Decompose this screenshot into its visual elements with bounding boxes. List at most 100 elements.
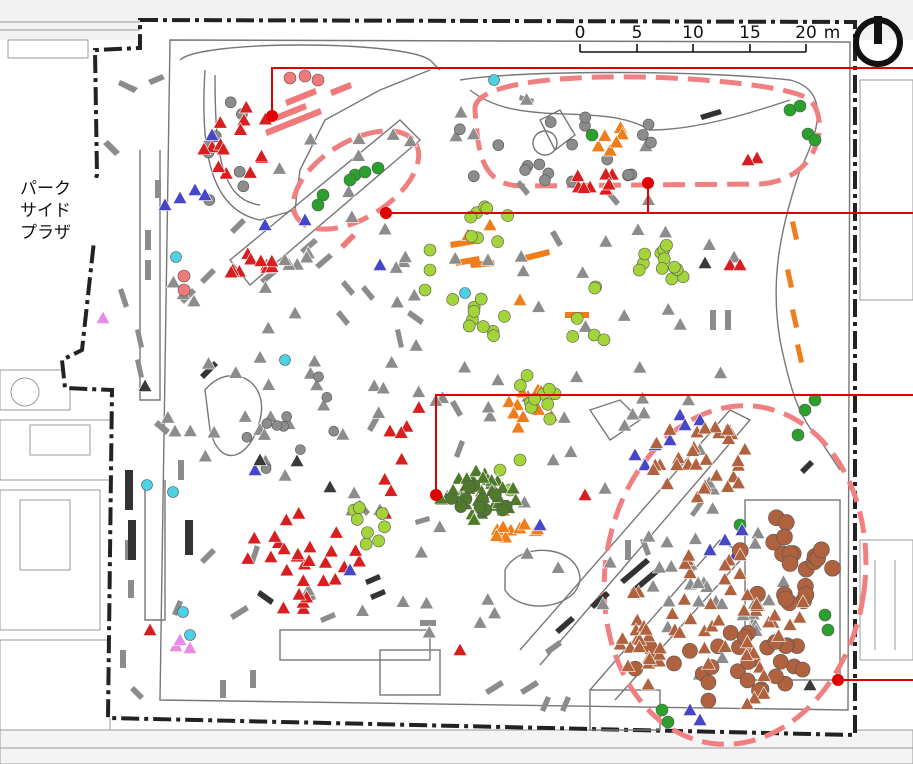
marker-triangle: [689, 489, 705, 504]
marker-circle: [492, 139, 505, 151]
marker-triangle: [315, 573, 331, 587]
marker-triangle: [505, 480, 521, 495]
marker-circle: [772, 653, 789, 670]
marker-triangle: [720, 479, 736, 493]
marker-triangle: [383, 483, 399, 497]
marker-triangle: [700, 656, 716, 670]
marker-triangle: [608, 134, 624, 149]
marker-triangle: [196, 141, 212, 156]
marker-triangle: [730, 453, 746, 467]
marker-triangle: [595, 596, 611, 610]
marker-triangle: [714, 596, 730, 610]
marker-circle: [824, 559, 841, 577]
marker-circle: [177, 606, 189, 618]
marker-circle: [533, 158, 546, 171]
marker-triangle: [720, 421, 736, 436]
marker-circle: [798, 403, 812, 417]
marker-triangle: [692, 712, 708, 726]
marker-triangle: [598, 166, 614, 181]
scale-tick-15: 15: [739, 23, 761, 43]
marker-circle: [700, 692, 717, 709]
callout-lines: [271, 67, 913, 681]
marker-triangle: [649, 435, 665, 449]
marker-circle: [446, 293, 460, 306]
marker-circle: [700, 674, 717, 691]
marker-triangle: [482, 217, 498, 231]
marker-triangle: [680, 392, 696, 406]
marker-circle: [167, 486, 179, 498]
marker-circle: [739, 672, 756, 689]
marker-circle: [730, 663, 746, 679]
marker-triangle: [290, 546, 306, 561]
marker-triangle: [372, 257, 388, 271]
marker-triangle: [645, 462, 661, 476]
marker-triangle: [327, 571, 343, 586]
marker-circle: [298, 69, 312, 83]
marker-triangle: [577, 487, 593, 501]
marker-triangle: [513, 248, 529, 263]
marker-triangle: [701, 237, 717, 251]
marker-triangle: [659, 534, 675, 548]
marker-triangle: [637, 457, 653, 471]
plaza-label-line-1: パーク: [20, 179, 71, 199]
zone-lower-right: [601, 403, 869, 747]
marker-triangle: [641, 528, 657, 543]
marker-triangle: [247, 462, 263, 476]
marker-triangle: [632, 359, 648, 374]
marker-triangle: [393, 425, 409, 439]
marker-circle: [682, 643, 698, 659]
marker-triangle: [278, 512, 294, 526]
marker-triangle: [257, 217, 273, 231]
scale-tick-5: 5: [632, 23, 643, 43]
marker-circle: [170, 251, 182, 263]
marker-triangle: [411, 384, 427, 398]
marker-circle: [566, 330, 579, 343]
marker-triangle: [730, 475, 746, 489]
marker-triangle: [354, 603, 371, 617]
marker-triangle: [702, 542, 718, 556]
marker-triangle: [734, 522, 750, 536]
marker-circle: [818, 608, 832, 622]
marker-circle: [542, 382, 556, 396]
marker-triangle: [662, 432, 678, 446]
marker-circle: [781, 555, 799, 572]
scale-unit: m: [824, 23, 841, 43]
marker-triangle: [472, 614, 488, 629]
marker-circle: [808, 133, 822, 147]
marker-triangle: [276, 541, 292, 555]
marker-triangle: [279, 562, 295, 577]
marker-circle: [520, 369, 534, 382]
marker-triangle: [307, 353, 323, 368]
marker-triangle: [626, 585, 642, 599]
marker-triangle: [388, 260, 404, 274]
marker-triangle: [691, 593, 707, 608]
marker-triangle: [341, 184, 357, 198]
marker-triangle: [408, 337, 424, 352]
marker-triangle: [406, 287, 422, 302]
marker-circle: [487, 329, 500, 342]
marker-triangle: [468, 463, 484, 477]
marker-circle: [493, 463, 507, 477]
marker-circle: [642, 118, 655, 131]
marker-circle: [666, 655, 682, 672]
marker-triangle: [243, 251, 259, 266]
marker-triangle: [389, 294, 405, 309]
marker-circle: [321, 391, 333, 403]
marker-triangle: [182, 640, 198, 654]
marker-triangle: [690, 575, 706, 589]
marker-circle: [311, 198, 325, 212]
marker-triangle: [344, 209, 360, 223]
marker-triangle: [317, 554, 333, 569]
marker-triangle: [602, 554, 618, 569]
marker-triangle: [714, 650, 730, 664]
marker-triangle: [761, 592, 777, 606]
marker-triangle: [452, 642, 468, 656]
marker-triangle: [490, 372, 506, 386]
marker-circle: [566, 138, 578, 151]
marker-triangle: [749, 596, 765, 611]
scale-tick-0: 0: [575, 23, 586, 43]
marker-triangle: [297, 212, 313, 226]
marker-triangle: [267, 528, 283, 543]
marker-triangle: [271, 160, 287, 175]
marker-triangle: [295, 573, 311, 587]
